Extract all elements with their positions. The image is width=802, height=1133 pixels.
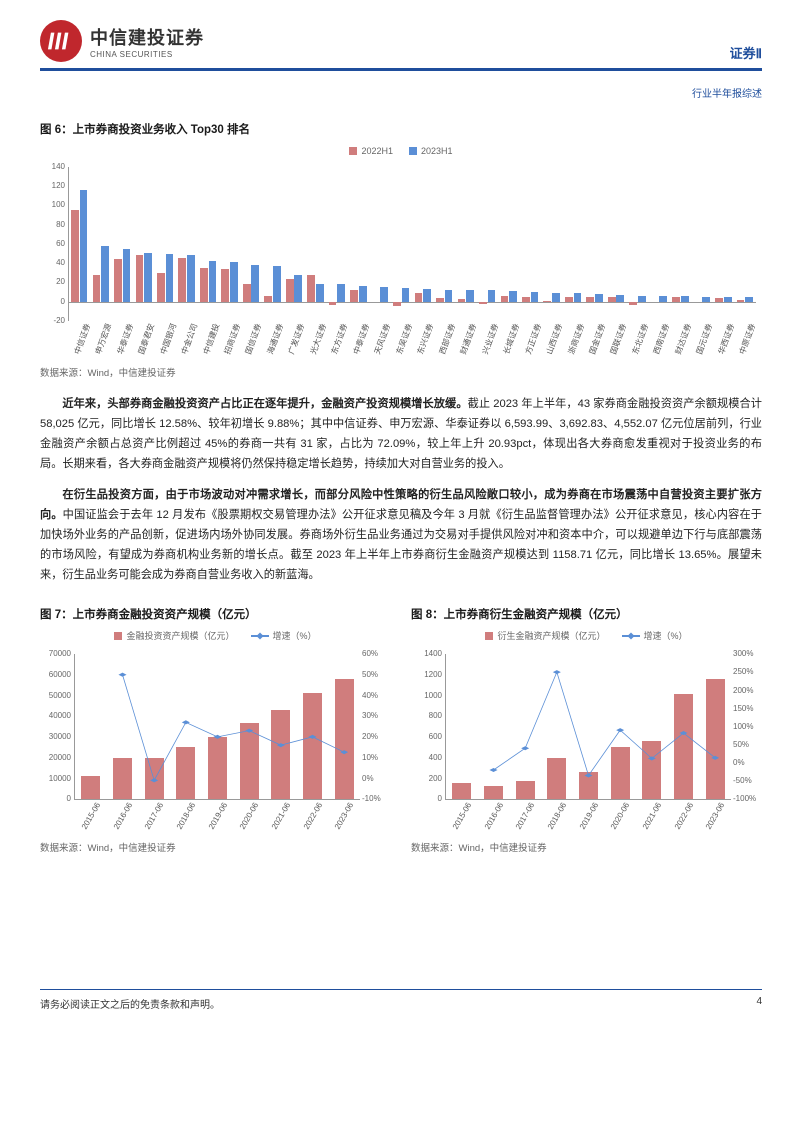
fig8-title: 图 8：上市券商衍生金融资产规模（亿元） bbox=[411, 605, 762, 626]
footer-disclaimer: 请务必阅读正文之后的免责条款和声明。 bbox=[40, 996, 220, 1011]
brand-text: 中信建投证券 CHINA SECURITIES bbox=[90, 24, 204, 59]
paragraph-2: 在衍生品投资方面，由于市场波动对冲需求增长，而部分风险中性策略的衍生品风险敞口较… bbox=[40, 485, 762, 586]
header-sub-label: 行业半年报综述 bbox=[0, 79, 802, 100]
p2-rest: 中国证监会于去年 12 月发布《股票期权交易管理办法》公开征求意见稿及今年 3 … bbox=[40, 509, 762, 581]
fig7-fig8-row: 图 7：上市券商金融投资资产规模（亿元） 金融投资资产规模（亿元） 增速（%） … bbox=[40, 595, 762, 869]
page-header: 中信建投证券 CHINA SECURITIES 证券Ⅱ bbox=[0, 0, 802, 79]
fig6-chart: 2022H1 2023H1 -20020406080100120140中信证券申… bbox=[40, 143, 762, 363]
header-right-label: 证券Ⅱ bbox=[730, 43, 762, 62]
fig8-legend-line: 增速（%） bbox=[622, 628, 688, 644]
legend-swatch-icon bbox=[114, 632, 122, 640]
page-content: 图 6：上市券商投资业务收入 Top30 排名 2022H1 2023H1 -2… bbox=[0, 100, 802, 869]
fig7-legend-bar: 金融投资资产规模（亿元） bbox=[114, 628, 234, 644]
fig7-legend: 金融投资资产规模（亿元） 增速（%） bbox=[40, 628, 391, 644]
brand-logo-icon bbox=[40, 20, 82, 62]
fig6-title: 图 6：上市券商投资业务收入 Top30 排名 bbox=[40, 120, 762, 141]
fig7-column: 图 7：上市券商金融投资资产规模（亿元） 金融投资资产规模（亿元） 增速（%） … bbox=[40, 595, 391, 869]
legend-line-icon bbox=[251, 635, 269, 637]
fig7-chart: 010000200003000040000500006000070000-10%… bbox=[40, 648, 390, 838]
paragraph-1: 近年来，头部券商金融投资资产占比正在逐年提升，金融资产投资规模增长放缓。截止 2… bbox=[40, 394, 762, 475]
fig7-legend-line: 增速（%） bbox=[251, 628, 317, 644]
fig8-source: 数据来源：Wind，中信建投证券 bbox=[411, 840, 762, 857]
fig7-title: 图 7：上市券商金融投资资产规模（亿元） bbox=[40, 605, 391, 626]
p1-bold: 近年来，头部券商金融投资资产占比正在逐年提升，金融资产投资规模增长放缓。 bbox=[62, 398, 467, 410]
fig6-legend: 2022H1 2023H1 bbox=[40, 143, 762, 159]
fig6-legend-2022: 2022H1 bbox=[349, 143, 393, 159]
fig8-legend-bar: 衍生金融资产规模（亿元） bbox=[485, 628, 605, 644]
fig6-legend-2023: 2023H1 bbox=[409, 143, 453, 159]
legend-swatch-icon bbox=[409, 147, 417, 155]
page-footer: 请务必阅读正文之后的免责条款和声明。 4 bbox=[40, 989, 762, 1031]
fig8-chart: 0200400600800100012001400-100%-50%0%50%1… bbox=[411, 648, 761, 838]
header-row: 中信建投证券 CHINA SECURITIES 证券Ⅱ bbox=[40, 20, 762, 71]
legend-swatch-icon bbox=[349, 147, 357, 155]
fig6-xlabel: 中原证券 bbox=[736, 322, 760, 357]
fig6-source: 数据来源：Wind，中信建投证券 bbox=[40, 365, 762, 382]
footer-page-number: 4 bbox=[756, 996, 762, 1011]
brand-name-en: CHINA SECURITIES bbox=[90, 50, 204, 59]
legend-line-icon bbox=[622, 635, 640, 637]
fig7-source: 数据来源：Wind，中信建投证券 bbox=[40, 840, 391, 857]
legend-swatch-icon bbox=[485, 632, 493, 640]
fig8-column: 图 8：上市券商衍生金融资产规模（亿元） 衍生金融资产规模（亿元） 增速（%） … bbox=[411, 595, 762, 869]
fig8-legend: 衍生金融资产规模（亿元） 增速（%） bbox=[411, 628, 762, 644]
brand-logo-block: 中信建投证券 CHINA SECURITIES bbox=[40, 20, 204, 62]
brand-name-cn: 中信建投证券 bbox=[90, 24, 204, 50]
